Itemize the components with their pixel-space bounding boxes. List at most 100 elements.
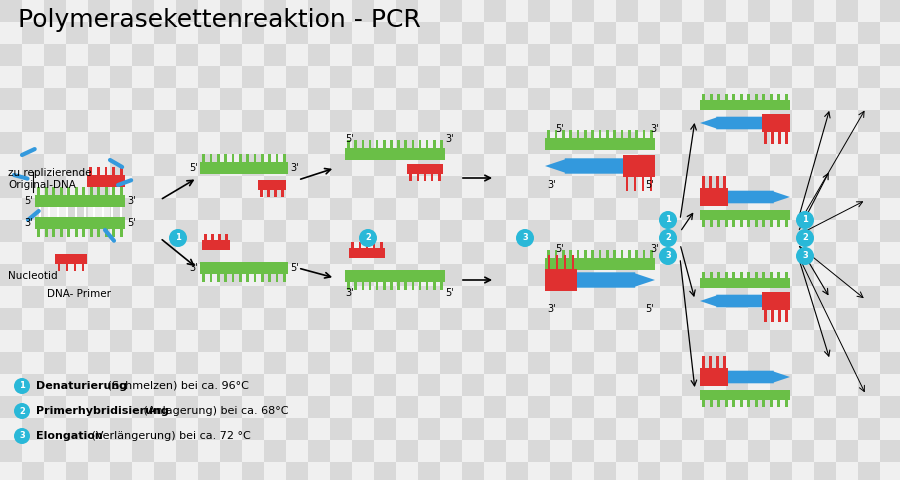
Bar xyxy=(616,88,638,110)
Bar xyxy=(198,88,220,110)
Bar xyxy=(352,0,374,22)
Bar xyxy=(132,176,154,198)
Bar xyxy=(154,44,176,66)
Bar xyxy=(330,0,352,22)
Bar xyxy=(330,88,352,110)
Bar xyxy=(880,0,900,22)
Bar xyxy=(755,400,758,407)
Bar xyxy=(202,240,230,250)
Bar xyxy=(880,462,900,480)
Bar xyxy=(264,396,286,418)
Bar xyxy=(345,148,445,160)
Bar xyxy=(66,44,88,66)
Bar xyxy=(594,396,616,418)
Text: 5': 5' xyxy=(645,304,653,314)
Bar xyxy=(286,220,308,242)
Bar xyxy=(792,110,814,132)
Bar xyxy=(132,110,154,132)
Bar xyxy=(44,396,66,418)
Bar xyxy=(132,0,154,22)
Bar xyxy=(682,198,704,220)
Bar xyxy=(660,264,682,286)
Bar xyxy=(506,286,528,308)
Bar xyxy=(484,22,506,44)
Bar xyxy=(594,0,616,22)
FancyArrow shape xyxy=(545,272,655,288)
Bar xyxy=(528,198,550,220)
Bar xyxy=(347,282,350,290)
Circle shape xyxy=(796,247,814,265)
Bar xyxy=(110,66,132,88)
Bar xyxy=(572,176,594,198)
Bar xyxy=(88,154,110,176)
Bar xyxy=(778,310,780,322)
Bar xyxy=(572,418,594,440)
Bar xyxy=(60,229,63,237)
Bar xyxy=(200,262,288,274)
Bar xyxy=(132,352,154,374)
Bar xyxy=(198,374,220,396)
Bar xyxy=(748,396,770,418)
Bar xyxy=(330,286,352,308)
Bar xyxy=(440,0,462,22)
Bar xyxy=(286,110,308,132)
Bar xyxy=(616,22,638,44)
Bar xyxy=(836,110,858,132)
Bar xyxy=(528,132,550,154)
Bar xyxy=(242,176,264,198)
Bar xyxy=(628,250,631,258)
Bar xyxy=(440,264,462,286)
Bar xyxy=(528,66,550,88)
Bar xyxy=(330,22,352,44)
Bar xyxy=(22,132,44,154)
Bar xyxy=(748,66,770,88)
Bar xyxy=(880,418,900,440)
Bar xyxy=(770,242,792,264)
Bar xyxy=(22,110,44,132)
Bar xyxy=(554,250,557,258)
Bar xyxy=(748,308,770,330)
Bar xyxy=(374,242,396,264)
Bar xyxy=(594,154,616,176)
Bar xyxy=(880,286,900,308)
Bar xyxy=(785,272,788,278)
Bar xyxy=(176,66,198,88)
Bar xyxy=(66,330,88,352)
Bar xyxy=(709,356,712,368)
Bar xyxy=(836,418,858,440)
Bar xyxy=(545,138,655,150)
Bar xyxy=(704,110,726,132)
Bar xyxy=(528,286,550,308)
Bar xyxy=(836,374,858,396)
Text: 2: 2 xyxy=(365,233,371,242)
Bar xyxy=(880,352,900,374)
Bar xyxy=(858,22,880,44)
Bar xyxy=(880,264,900,286)
Bar xyxy=(286,264,308,286)
Bar xyxy=(120,229,122,237)
Bar xyxy=(198,66,220,88)
Bar xyxy=(132,418,154,440)
Bar xyxy=(347,140,350,148)
Bar xyxy=(792,440,814,462)
Bar xyxy=(616,418,638,440)
Bar xyxy=(748,44,770,66)
Bar xyxy=(836,330,858,352)
Bar xyxy=(35,217,125,229)
Bar xyxy=(396,264,418,286)
Bar xyxy=(0,286,22,308)
Bar xyxy=(724,94,727,100)
Bar xyxy=(594,198,616,220)
Bar xyxy=(308,220,330,242)
Bar xyxy=(550,198,572,220)
Bar xyxy=(242,44,264,66)
Bar xyxy=(358,241,361,248)
Bar xyxy=(88,0,110,22)
Bar xyxy=(0,66,22,88)
Bar xyxy=(345,270,445,282)
Bar xyxy=(362,140,364,148)
Bar xyxy=(785,220,788,227)
Bar xyxy=(770,176,792,198)
Bar xyxy=(22,44,44,66)
Bar xyxy=(88,286,110,308)
